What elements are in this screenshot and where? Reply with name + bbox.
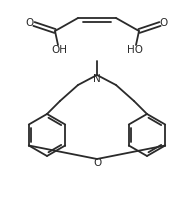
Text: N: N (93, 74, 101, 84)
Text: O: O (26, 18, 34, 28)
Text: O: O (160, 18, 168, 28)
Text: HO: HO (127, 45, 143, 55)
Text: O: O (93, 158, 101, 168)
Text: OH: OH (51, 45, 67, 55)
